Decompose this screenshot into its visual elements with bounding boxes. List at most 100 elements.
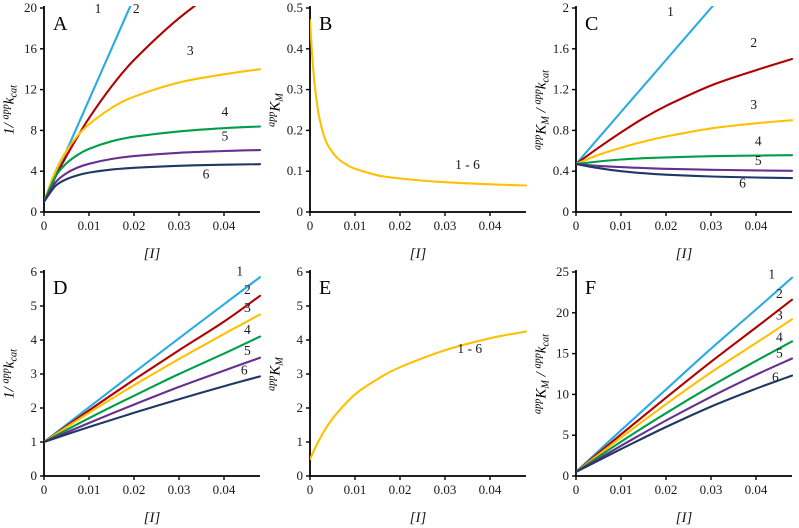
curve-6 (576, 374, 794, 473)
y-axis-label-D: 1/ appkcat (0, 349, 19, 399)
panel-A: 1/ appkcat 0 0.01 0.02 0.03 0.04 0 4 8 12 16 20 1 2 3… (0, 0, 266, 264)
curve-1-6 (310, 19, 528, 187)
curve-6 (576, 163, 794, 180)
y-axis-label-segment: app (266, 375, 278, 391)
chart-E: 0 0.01 0.02 0.03 0.04 0 1 2 3 4 5 6 1 - 6 E [I] (266, 264, 532, 528)
y-axis-label-segment: M (540, 116, 552, 125)
y-tick-label: 1 (31, 434, 38, 449)
curve-label-4: 4 (222, 104, 229, 119)
curve-label-4: 4 (244, 322, 251, 337)
x-tick-label: 0.01 (78, 482, 101, 497)
curve-label-1-6: 1 - 6 (455, 157, 480, 172)
x-tick-label: 0.02 (389, 218, 412, 233)
curve-label-5: 5 (755, 153, 762, 168)
curve-3 (44, 68, 262, 203)
y-axis-label-segment: M (274, 357, 286, 366)
chart-D: 0 0.01 0.02 0.03 0.04 0 1 2 3 4 5 6 1 2 3 4 5 6 D [I] (0, 263, 266, 528)
x-tick-label: 0.03 (700, 482, 723, 497)
x-tick-label: 0 (307, 218, 314, 233)
curve-label-3: 3 (776, 307, 783, 322)
curve-label-1: 1 (768, 267, 775, 282)
y-axis-label-segment: 1/ (1, 119, 18, 135)
curve-3 (576, 318, 794, 473)
y-tick-label: 0 (297, 204, 304, 219)
curve-6 (44, 163, 262, 203)
y-axis-label-segment: app (532, 398, 544, 414)
y-tick-label: 1.2 (553, 82, 569, 97)
curve-label-1: 1 (95, 1, 102, 16)
y-axis-label-segment: K (533, 388, 550, 399)
y-tick-label: 4 (31, 163, 38, 178)
x-tick-label: 0.04 (479, 482, 502, 497)
curve-label-3: 3 (750, 97, 757, 112)
y-axis-label-segment: app (532, 89, 544, 105)
y-axis-label-segment: M (540, 380, 552, 389)
curve-label-3: 3 (187, 43, 194, 58)
x-tick-label: 0.01 (610, 482, 633, 497)
curve-3 (44, 313, 262, 444)
curve-3 (576, 119, 794, 166)
y-tick-label: 0.8 (553, 122, 569, 137)
x-tick-label: 0 (41, 218, 48, 233)
chart-B: 0 0.01 0.02 0.03 0.04 0 0.1 0.2 0.3 0.4 0.5 1 - 6 B [… (266, 0, 532, 264)
y-tick-label: 10 (556, 386, 569, 401)
y-tick-label: 5 (297, 298, 304, 313)
x-tick-label: 0.01 (610, 218, 633, 233)
x-axis-label: [I] (410, 246, 427, 262)
y-axis-label-segment: M (274, 93, 286, 102)
chart-A: 0 0.01 0.02 0.03 0.04 0 4 8 12 16 20 1 2 3 4 5 6 A [I] (0, 0, 266, 264)
y-tick-label: 0 (297, 468, 304, 483)
x-tick-label: 0.02 (655, 218, 678, 233)
x-axis-label: [I] (410, 510, 427, 526)
curve-1 (576, 276, 794, 473)
y-tick-label: 0.4 (553, 163, 570, 178)
curve-label-4: 4 (776, 329, 783, 344)
x-tick-label: 0 (307, 482, 314, 497)
x-tick-label: 0.04 (745, 218, 768, 233)
x-tick-label: 0.02 (655, 482, 678, 497)
y-axis-label-F: appKM / appkcat (532, 334, 552, 414)
panel-letter-B: B (319, 13, 332, 35)
curve-2 (44, 6, 197, 203)
y-tick-label: 5 (563, 427, 570, 442)
y-tick-label: 5 (31, 298, 38, 313)
panel-B: appKM 0 0.01 0.02 0.03 0.04 0 0.1 0.2 0.3 0.4 0.5 1… (266, 0, 532, 264)
y-tick-label: 3 (297, 366, 304, 381)
x-tick-label: 0.04 (213, 218, 236, 233)
panel-letter-D: D (53, 277, 67, 299)
curve-1 (44, 6, 132, 203)
curve-label-2: 2 (750, 35, 757, 50)
x-tick-label: 0.04 (213, 482, 236, 497)
curve-2 (576, 298, 794, 473)
y-tick-label: 25 (556, 264, 569, 279)
panel-F: appKM / appkcat 0 0.01 0.02 0.03 0.04 0 5 10 15 2… (532, 264, 798, 528)
curve-4 (44, 335, 262, 444)
x-tick-label: 0 (41, 482, 48, 497)
y-axis-label-segment: cat (540, 334, 552, 347)
chart-canvas-C: 0 0.01 0.02 0.03 0.04 0 0.4 0.8 1.2 1.6 2 1 2 3 4 56 C [I… (553, 0, 794, 262)
curve-label-1: 1 (236, 264, 243, 278)
x-tick-label: 0 (573, 218, 580, 233)
curve-5 (576, 357, 794, 473)
curve-label-6: 6 (241, 363, 248, 378)
curve-label-6: 6 (772, 369, 779, 384)
y-tick-label: 20 (24, 0, 37, 15)
y-tick-label: 4 (31, 332, 38, 347)
curve-4 (576, 154, 794, 166)
y-axis-label-segment: app (532, 134, 544, 150)
y-tick-label: 0.3 (287, 82, 303, 97)
x-tick-label: 0.02 (123, 482, 146, 497)
x-tick-label: 0.02 (123, 218, 146, 233)
panel-C: appKM / appkcat 0 0.01 0.02 0.03 0.04 0 0.4 0.8… (532, 0, 798, 264)
curve-label-4: 4 (755, 134, 762, 149)
curve-5 (44, 356, 262, 444)
y-tick-label: 0.2 (287, 122, 303, 137)
y-tick-label: 20 (556, 305, 569, 320)
curve-label-2: 2 (776, 286, 783, 301)
y-tick-label: 2 (297, 400, 304, 415)
x-axis-label: [I] (676, 510, 693, 526)
y-axis-label-A: 1/ appkcat (0, 85, 19, 135)
x-tick-label: 0.01 (344, 482, 367, 497)
x-axis-label: [I] (144, 246, 161, 262)
